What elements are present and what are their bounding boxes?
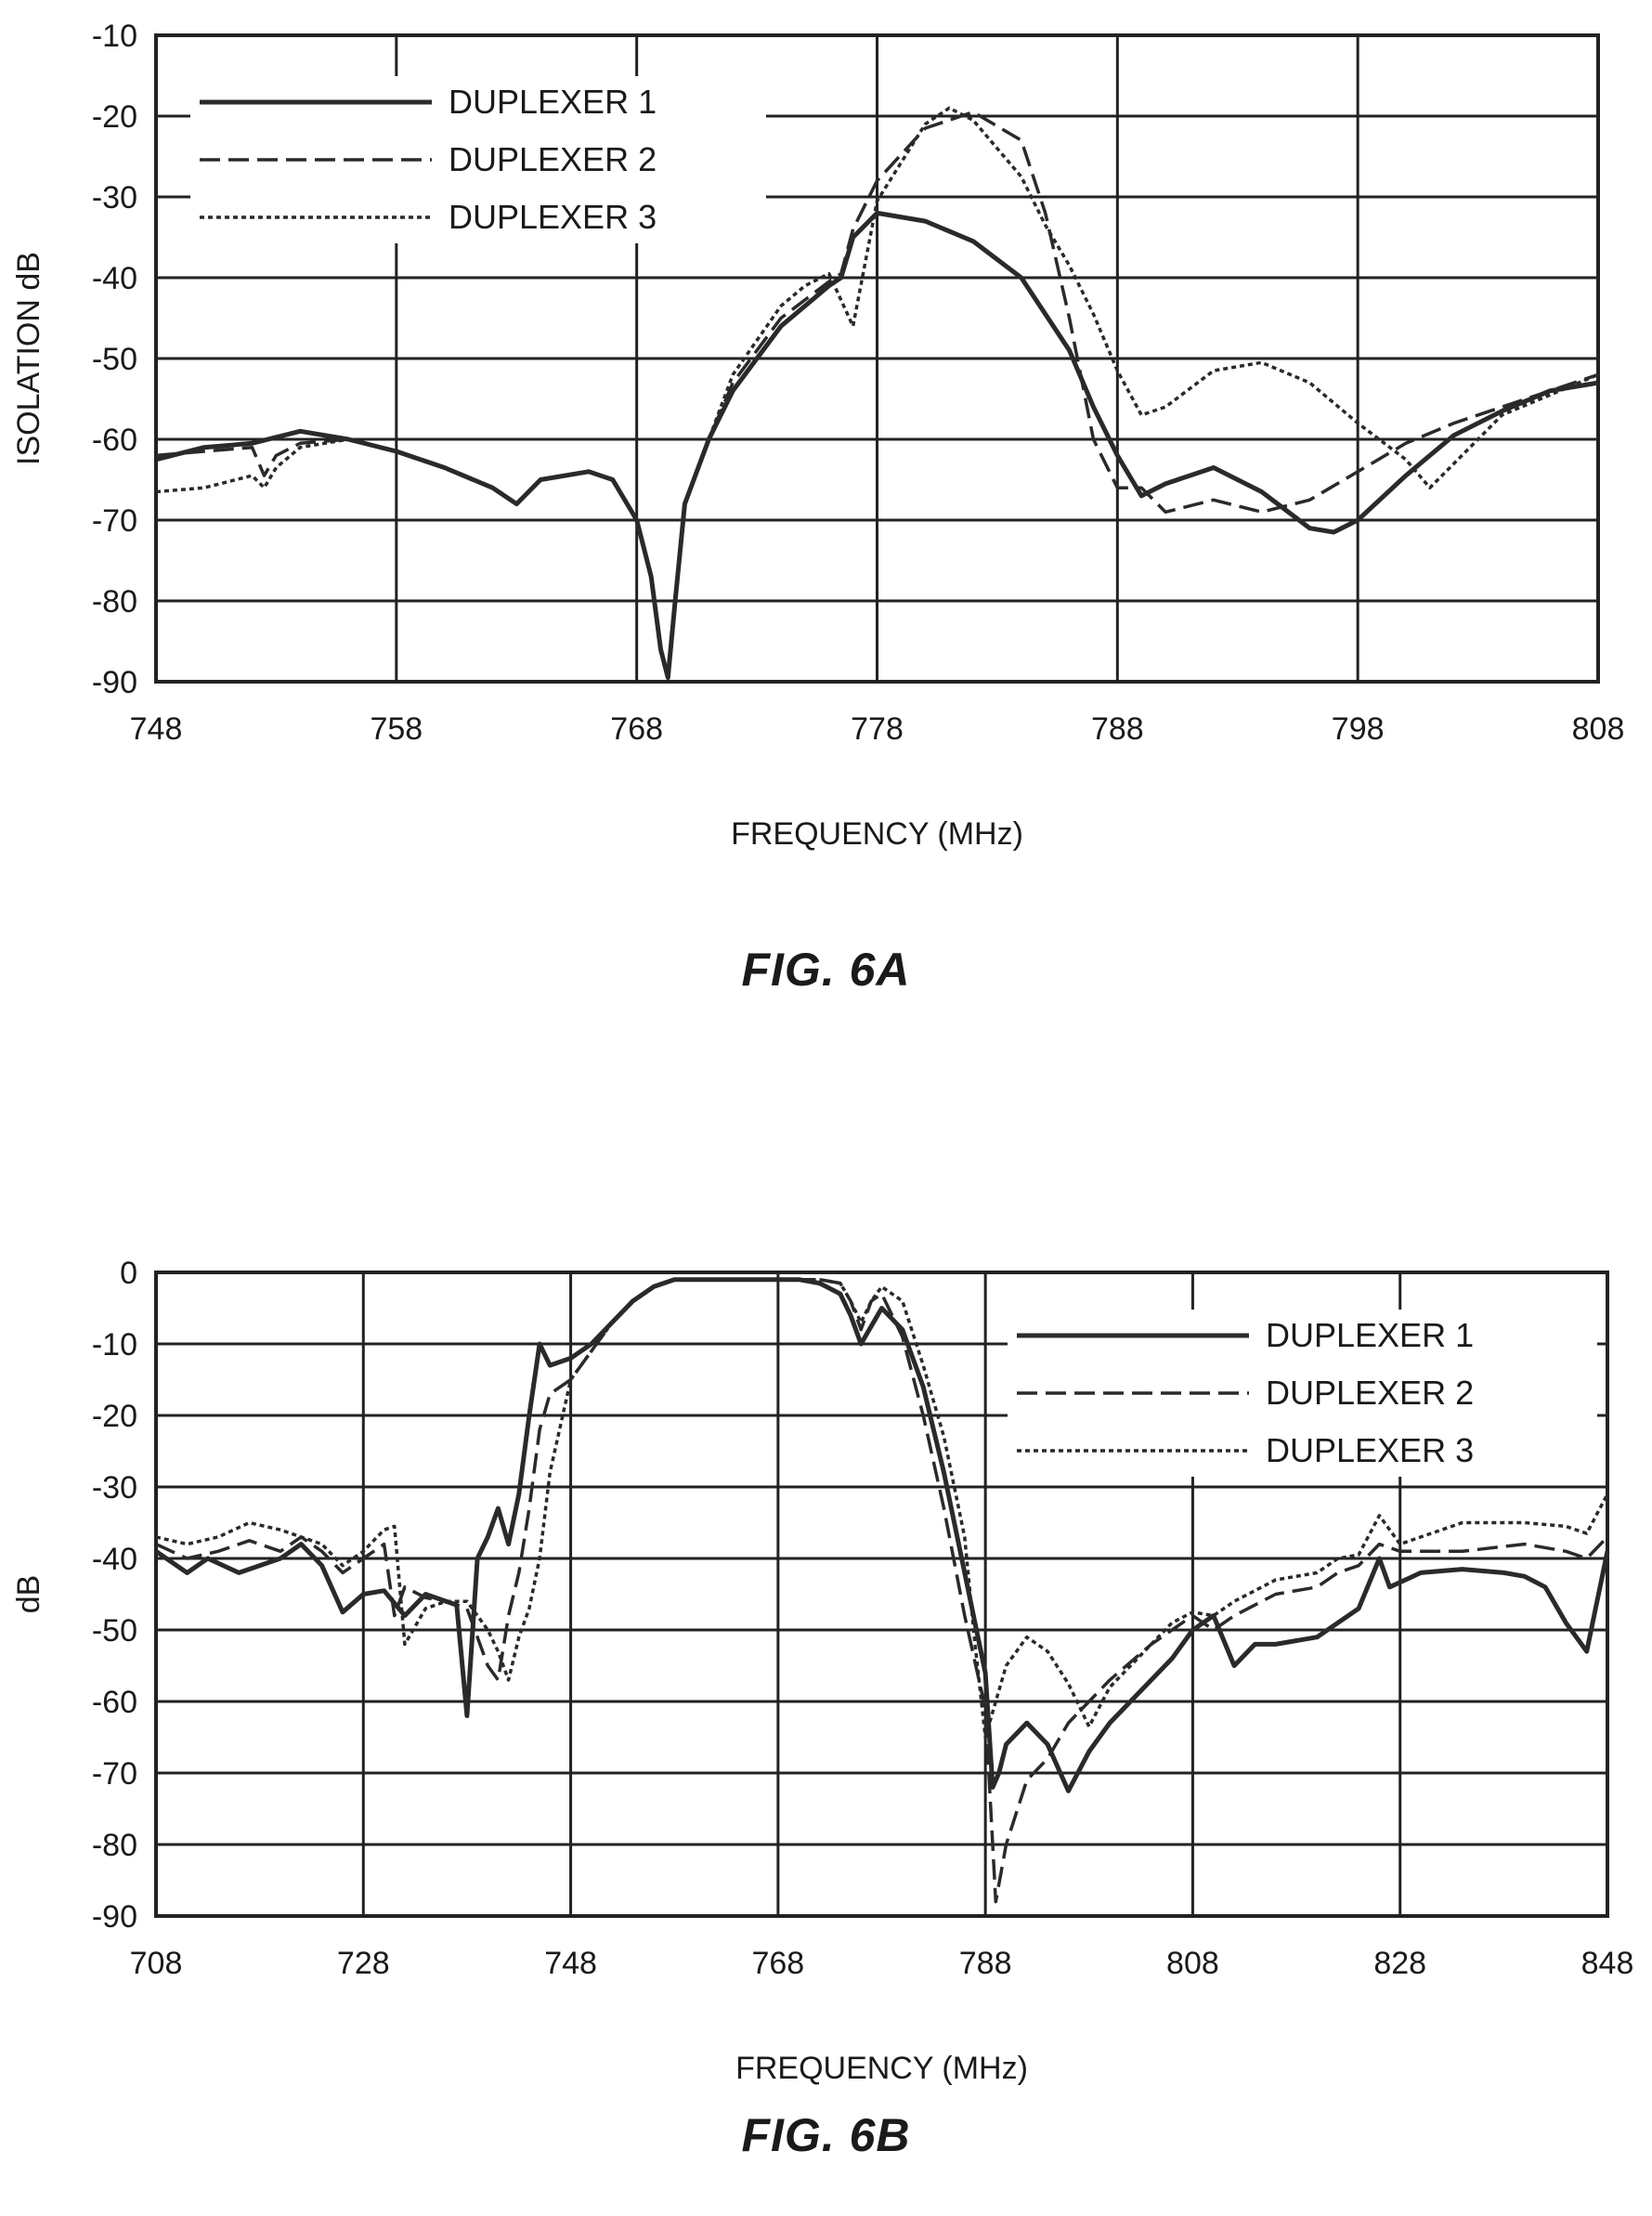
x-tick-label: 768	[751, 1946, 804, 1981]
x-tick-label: 748	[130, 711, 183, 747]
y-tick-label: -80	[92, 1828, 137, 1863]
y-tick-label: -10	[92, 1327, 137, 1362]
series-line-duplexer-2	[155, 1277, 1609, 1904]
x-axis-label: FREQUENCY (MHz)	[731, 816, 1023, 852]
y-tick-label: -90	[92, 1899, 137, 1935]
legend-label-duplexer-1: DUPLEXER 1	[1266, 1316, 1474, 1354]
x-tick-label: 788	[1091, 711, 1144, 747]
series-line-duplexer-3	[155, 1277, 1609, 1740]
x-tick-label: 848	[1581, 1946, 1634, 1981]
x-tick-label: 768	[610, 711, 663, 747]
y-tick-label: -70	[92, 503, 137, 539]
y-tick-label: -10	[92, 19, 137, 54]
y-tick-label: -20	[92, 1399, 137, 1434]
legend-label-duplexer-2: DUPLEXER 2	[1266, 1374, 1474, 1412]
x-tick-label: 798	[1332, 711, 1385, 747]
y-tick-label: -40	[92, 261, 137, 296]
figure-6a: 748 758 768 778 788 798 808 -10 -20 -30 -40 -50 -60 -…	[0, 0, 1652, 1049]
y-tick-label: -90	[92, 665, 137, 700]
y-tick-label: -50	[92, 342, 137, 377]
figure-caption: FIG. 6A	[741, 944, 911, 996]
y-tick-label: -30	[92, 1470, 137, 1506]
y-axis-label: ISOLATION dB	[11, 252, 46, 465]
y-tick-label: 0	[120, 1256, 137, 1291]
y-tick-label: -50	[92, 1613, 137, 1649]
y-axis-label: dB	[11, 1575, 46, 1614]
y-tick-label: -60	[92, 423, 137, 458]
y-tick-label: -60	[92, 1685, 137, 1720]
x-tick-label: 828	[1373, 1946, 1426, 1981]
chart-6a: 748 758 768 778 788 798 808 -10 -20 -30 -40 -50 -60 -…	[11, 19, 1625, 852]
x-tick-label: 748	[544, 1946, 597, 1981]
legend-label-duplexer-1: DUPLEXER 1	[449, 83, 657, 121]
series-line-duplexer-3	[155, 106, 1599, 680]
plot-frame	[154, 33, 1600, 684]
series-group	[154, 1277, 1610, 1904]
x-tick-label: 788	[959, 1946, 1012, 1981]
y-tick-label: -70	[92, 1756, 137, 1792]
x-tick-label: 778	[851, 711, 904, 747]
y-tick-label: -80	[92, 584, 137, 619]
figure-6b: 708 728 748 768 788 808 828 848 0 -10 -20 -30 -40 -50…	[0, 1207, 1652, 2216]
x-tick-label: 808	[1166, 1946, 1219, 1981]
x-tick-label: 758	[370, 711, 423, 747]
plot-frame	[154, 1271, 1609, 1918]
legend-label-duplexer-3: DUPLEXER 3	[449, 198, 657, 236]
x-tick-label: 708	[130, 1946, 183, 1981]
legend-label-duplexer-2: DUPLEXER 2	[449, 140, 657, 178]
legend-label-duplexer-3: DUPLEXER 3	[1266, 1431, 1474, 1469]
x-axis-label: FREQUENCY (MHz)	[735, 2051, 1028, 2086]
series-group	[155, 106, 1599, 681]
y-tick-label: -30	[92, 180, 137, 215]
x-tick-label: 728	[337, 1946, 390, 1981]
y-tick-label: -20	[92, 99, 137, 135]
x-tick-label: 808	[1572, 711, 1625, 747]
chart-6b: 708 728 748 768 788 808 828 848 0 -10 -20 -30 -40 -50…	[11, 1256, 1634, 2086]
figure-caption: FIG. 6B	[741, 2109, 911, 2161]
y-tick-label: -40	[92, 1542, 137, 1577]
